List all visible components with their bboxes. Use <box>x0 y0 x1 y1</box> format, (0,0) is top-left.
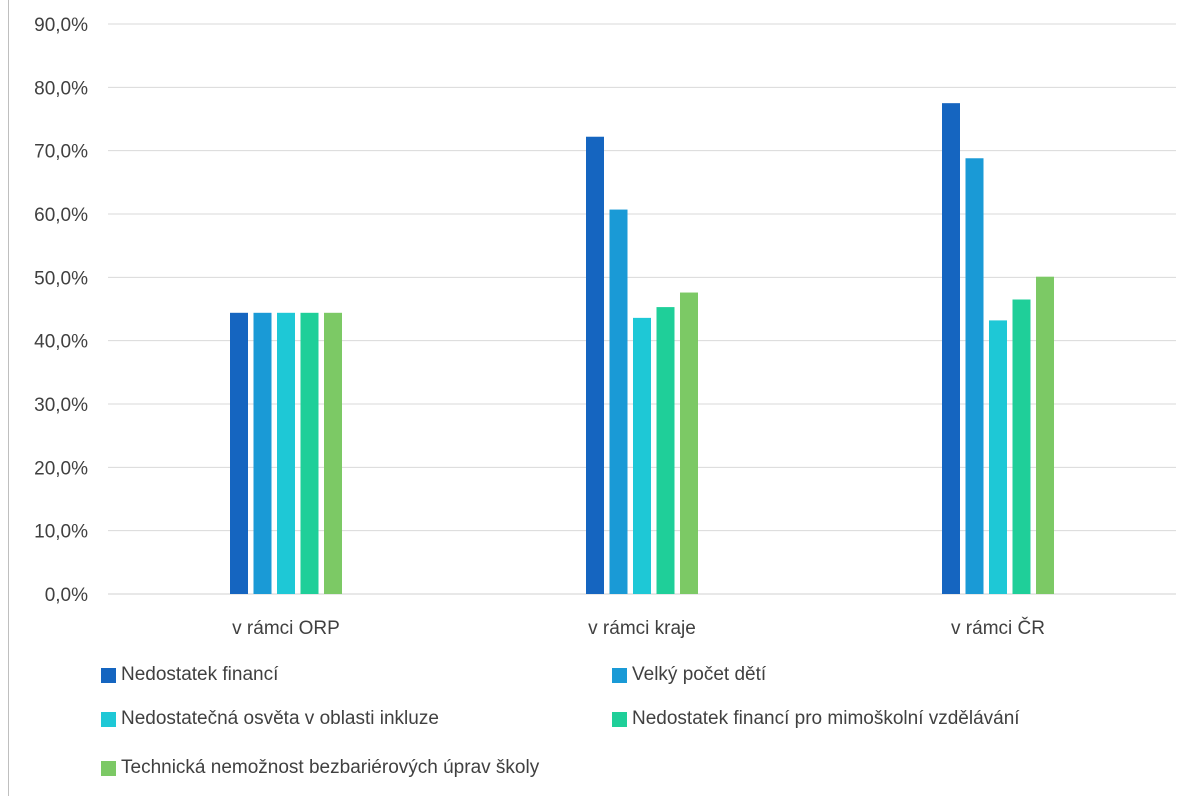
bar <box>300 312 319 594</box>
legend-label: Nedostatek financí <box>121 664 279 685</box>
legend-item: Velký počet dětí <box>612 664 766 686</box>
legend-label: Velký počet dětí <box>632 664 767 685</box>
legend-swatch <box>612 711 627 727</box>
bar <box>277 312 295 594</box>
bar <box>965 158 984 594</box>
bar <box>1012 299 1031 594</box>
y-tick-label: 40,0% <box>34 332 88 353</box>
legend-item: Technická nemožnost bezbariérových úprav… <box>101 757 539 779</box>
bar <box>609 209 628 595</box>
bar <box>586 136 604 594</box>
legend-swatch <box>612 667 627 683</box>
bar <box>656 307 675 594</box>
legend-swatch <box>101 760 116 776</box>
bar <box>1036 276 1054 594</box>
legend-swatch <box>101 667 116 683</box>
y-tick-label: 50,0% <box>34 268 88 289</box>
legend-item: Nedostatek financí pro mimoškolní vzdělá… <box>612 708 1020 730</box>
x-category-label: v rámci ČR <box>951 617 1045 639</box>
y-tick-label: 70,0% <box>34 142 88 163</box>
legend-swatch <box>101 711 116 727</box>
bar <box>680 292 698 594</box>
y-tick-label: 20,0% <box>34 458 88 479</box>
bar <box>989 320 1007 594</box>
bar <box>633 317 651 594</box>
legend-label: Technická nemožnost bezbariérových úprav… <box>121 757 540 778</box>
y-tick-label: 10,0% <box>34 522 88 543</box>
legend-item: Nedostatečná osvěta v oblasti inkluze <box>101 708 439 730</box>
x-category-label: v rámci ORP <box>232 618 340 639</box>
y-tick-label: 30,0% <box>34 395 88 416</box>
legend-item: Nedostatek financí <box>101 664 278 686</box>
y-tick-label: 0,0% <box>45 585 88 606</box>
y-tick-label: 80,0% <box>34 78 88 99</box>
bar <box>230 312 248 594</box>
y-tick-label: 90,0% <box>34 15 88 36</box>
chart-border <box>8 0 9 796</box>
legend-label: Nedostatek financí pro mimoškolní vzdělá… <box>632 708 1020 729</box>
bar <box>942 103 960 595</box>
bar <box>324 312 342 594</box>
x-category-label: v rámci kraje <box>588 618 696 639</box>
y-tick-label: 60,0% <box>34 205 88 226</box>
bar <box>253 312 272 594</box>
legend-label: Nedostatečná osvěta v oblasti inkluze <box>121 708 439 729</box>
